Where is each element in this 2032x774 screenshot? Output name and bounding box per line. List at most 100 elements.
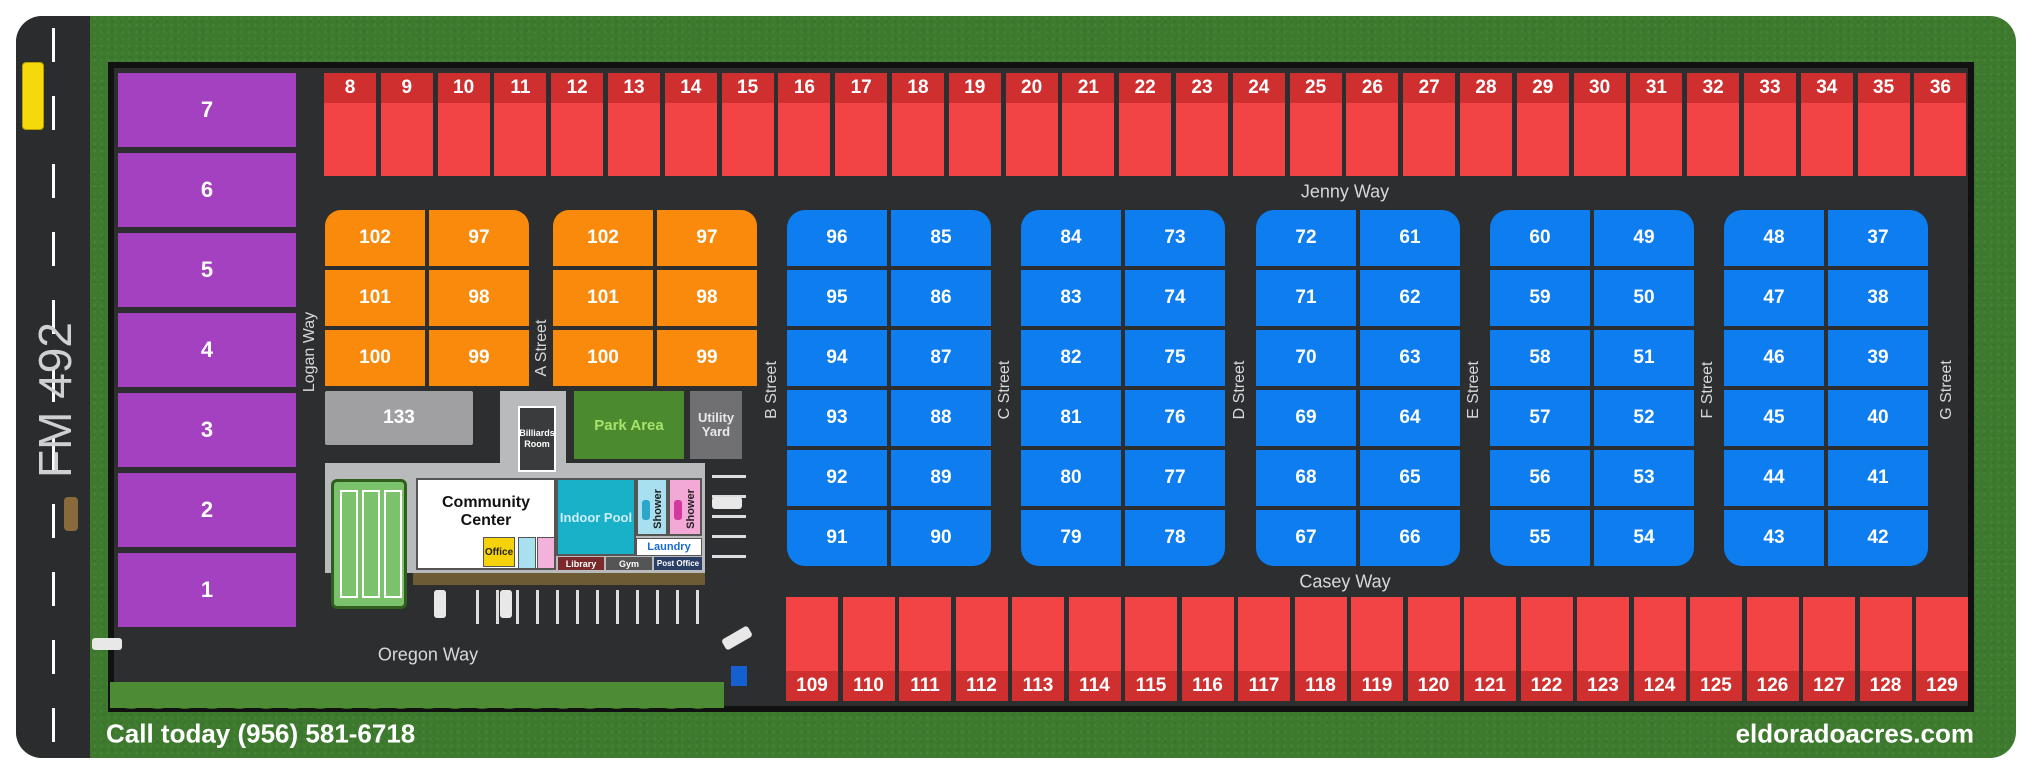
lot-bottom-row[interactable]: 118 [1294, 597, 1347, 701]
lot-purple[interactable]: 7 [118, 73, 296, 147]
lot-blue[interactable]: 67 [1256, 510, 1356, 566]
community-center[interactable]: Community Center [416, 478, 556, 570]
lot-blue[interactable]: 72 [1256, 210, 1356, 266]
lot-bottom-row[interactable]: 121 [1464, 597, 1516, 701]
lot-top-row[interactable]: 32 [1687, 73, 1740, 176]
lot-bottom-row[interactable]: 120 [1407, 597, 1460, 701]
lot-purple[interactable]: 1 [118, 553, 296, 627]
lot-purple[interactable]: 5 [118, 233, 296, 307]
lot-blue[interactable]: 60 [1490, 210, 1590, 266]
lot-blue[interactable]: 80 [1021, 450, 1121, 506]
lot-blue[interactable]: 64 [1360, 390, 1460, 446]
shower-women-area[interactable]: Shower [668, 478, 702, 536]
lot-blue[interactable]: 71 [1256, 270, 1356, 326]
lot-bottom-row[interactable]: 122 [1520, 597, 1573, 701]
lot-blue[interactable]: 50 [1594, 270, 1694, 326]
lot-blue[interactable]: 88 [891, 390, 991, 446]
lot-blue[interactable]: 69 [1256, 390, 1356, 446]
lot-orange[interactable]: 98 [657, 270, 757, 326]
lot-orange[interactable]: 100 [325, 330, 425, 386]
website-link[interactable]: eldoradoacres.com [1735, 718, 1974, 749]
lot-bottom-row[interactable]: 111 [899, 597, 951, 701]
post-office[interactable]: Post Office [654, 557, 702, 570]
lot-blue[interactable]: 79 [1021, 510, 1121, 566]
lot-blue[interactable]: 75 [1125, 330, 1225, 386]
lot-blue[interactable]: 47 [1724, 270, 1824, 326]
lot-133[interactable]: 133 [325, 391, 473, 445]
lot-bottom-row[interactable]: 109 [786, 597, 838, 701]
lot-bottom-row[interactable]: 119 [1351, 597, 1403, 701]
lot-blue[interactable]: 70 [1256, 330, 1356, 386]
lot-blue[interactable]: 90 [891, 510, 991, 566]
laundry[interactable]: Laundry [636, 538, 702, 556]
lot-blue[interactable]: 38 [1828, 270, 1928, 326]
lot-blue[interactable]: 74 [1125, 270, 1225, 326]
gym[interactable]: Gym [606, 557, 652, 570]
lot-bottom-row[interactable]: 123 [1577, 597, 1629, 701]
lot-blue[interactable]: 85 [891, 210, 991, 266]
lot-blue[interactable]: 46 [1724, 330, 1824, 386]
lot-top-row[interactable]: 29 [1516, 73, 1569, 176]
lot-top-row[interactable]: 20 [1005, 73, 1058, 176]
lot-blue[interactable]: 76 [1125, 390, 1225, 446]
lot-top-row[interactable]: 8 [324, 73, 376, 176]
lot-orange[interactable]: 101 [325, 270, 425, 326]
lot-bottom-row[interactable]: 129 [1916, 597, 1968, 701]
lot-orange[interactable]: 102 [553, 210, 653, 266]
lot-blue[interactable]: 51 [1594, 330, 1694, 386]
lot-bottom-row[interactable]: 110 [842, 597, 895, 701]
lot-top-row[interactable]: 17 [835, 73, 888, 176]
lot-blue[interactable]: 61 [1360, 210, 1460, 266]
lot-blue[interactable]: 44 [1724, 450, 1824, 506]
lot-blue[interactable]: 91 [787, 510, 887, 566]
lot-blue[interactable]: 94 [787, 330, 887, 386]
lot-blue[interactable]: 63 [1360, 330, 1460, 386]
lot-blue[interactable]: 84 [1021, 210, 1121, 266]
indoor-pool[interactable]: Indoor Pool [556, 478, 636, 556]
lot-bottom-row[interactable]: 114 [1068, 597, 1121, 701]
shower-men-area[interactable]: Shower [636, 478, 668, 536]
lot-blue[interactable]: 45 [1724, 390, 1824, 446]
lot-orange[interactable]: 101 [553, 270, 653, 326]
lot-bottom-row[interactable]: 124 [1633, 597, 1686, 701]
lot-purple[interactable]: 4 [118, 313, 296, 387]
lot-blue[interactable]: 40 [1828, 390, 1928, 446]
lot-blue[interactable]: 56 [1490, 450, 1590, 506]
lot-orange[interactable]: 97 [429, 210, 529, 266]
lot-blue[interactable]: 95 [787, 270, 887, 326]
lot-top-row[interactable]: 9 [380, 73, 433, 176]
lot-top-row[interactable]: 26 [1346, 73, 1399, 176]
lot-top-row[interactable]: 10 [437, 73, 490, 176]
lot-top-row[interactable]: 36 [1914, 73, 1967, 176]
lot-orange[interactable]: 98 [429, 270, 529, 326]
lot-blue[interactable]: 83 [1021, 270, 1121, 326]
lot-blue[interactable]: 81 [1021, 390, 1121, 446]
lot-blue[interactable]: 42 [1828, 510, 1928, 566]
lot-top-row[interactable]: 28 [1460, 73, 1512, 176]
lot-blue[interactable]: 43 [1724, 510, 1824, 566]
lot-blue[interactable]: 39 [1828, 330, 1928, 386]
lot-orange[interactable]: 100 [553, 330, 653, 386]
lot-top-row[interactable]: 13 [608, 73, 660, 176]
lot-top-row[interactable]: 24 [1232, 73, 1285, 176]
lot-purple[interactable]: 3 [118, 393, 296, 467]
lot-blue[interactable]: 62 [1360, 270, 1460, 326]
lot-top-row[interactable]: 22 [1119, 73, 1172, 176]
lot-top-row[interactable]: 33 [1744, 73, 1796, 176]
lot-blue[interactable]: 48 [1724, 210, 1824, 266]
lot-top-row[interactable]: 18 [892, 73, 944, 176]
library[interactable]: Library [558, 557, 604, 570]
lot-blue[interactable]: 68 [1256, 450, 1356, 506]
lot-top-row[interactable]: 25 [1289, 73, 1342, 176]
lot-blue[interactable]: 66 [1360, 510, 1460, 566]
lot-top-row[interactable]: 12 [551, 73, 604, 176]
lot-top-row[interactable]: 30 [1573, 73, 1626, 176]
lot-bottom-row[interactable]: 117 [1238, 597, 1290, 701]
lot-blue[interactable]: 49 [1594, 210, 1694, 266]
lot-blue[interactable]: 78 [1125, 510, 1225, 566]
lot-top-row[interactable]: 16 [778, 73, 831, 176]
lot-blue[interactable]: 65 [1360, 450, 1460, 506]
lot-blue[interactable]: 52 [1594, 390, 1694, 446]
lot-bottom-row[interactable]: 125 [1690, 597, 1742, 701]
lot-bottom-row[interactable]: 128 [1859, 597, 1912, 701]
